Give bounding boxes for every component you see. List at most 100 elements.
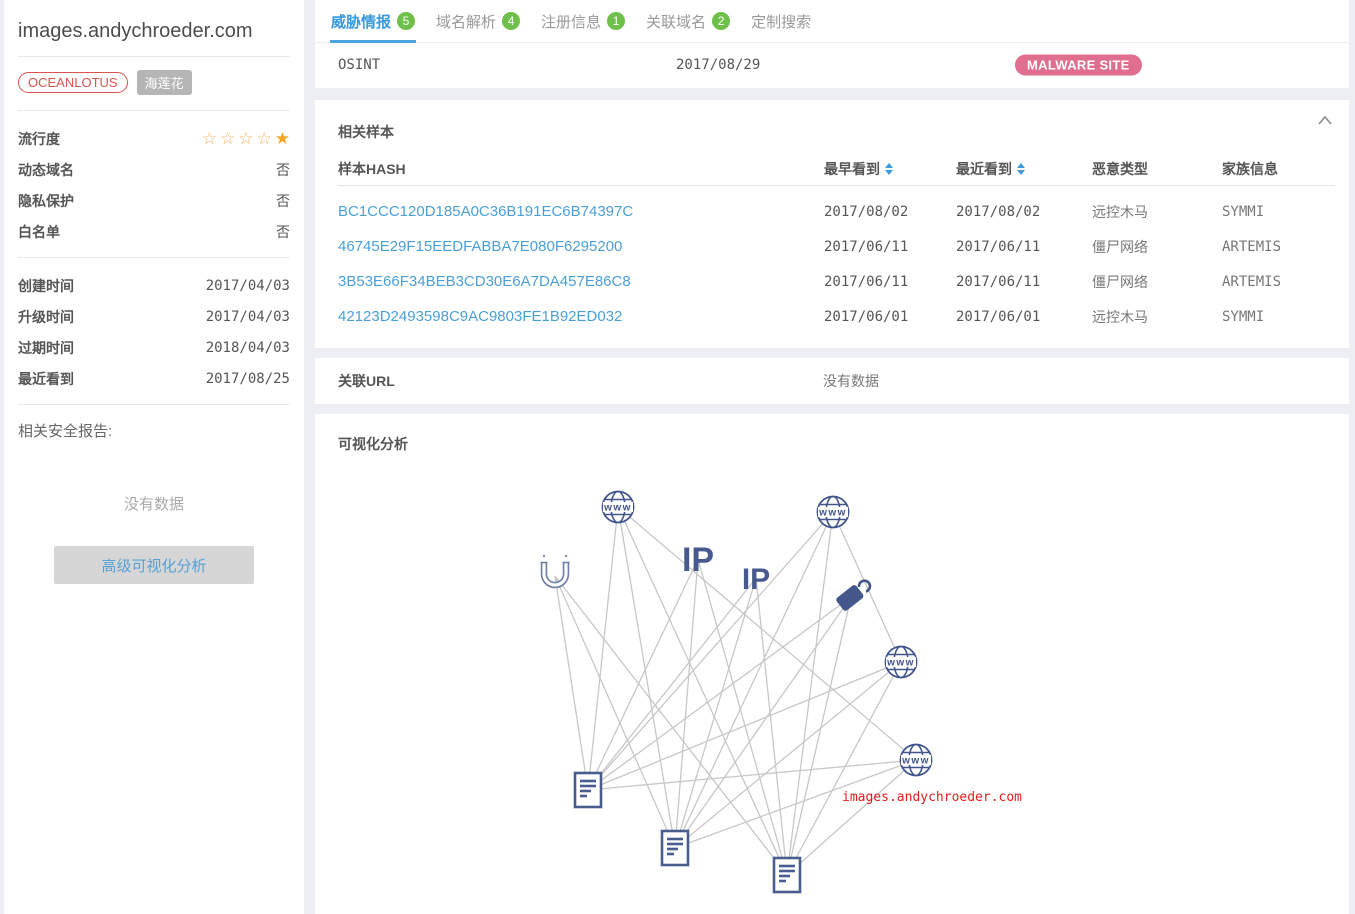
graph-node-sample-doc-icon[interactable] xyxy=(660,829,690,867)
attribute-value: 2017/08/25 xyxy=(205,370,290,387)
domain-attributes: 流行度 ☆ ☆ ☆ ☆ ★ 动态域名否隐私保护否白名单否 xyxy=(4,111,304,257)
attribute-value: 2018/04/03 xyxy=(205,339,290,356)
attribute-value: 否 xyxy=(276,161,290,178)
sidebar-attribute-row: 白名单 否 xyxy=(18,216,290,247)
graph-node-magnet-icon[interactable] xyxy=(541,555,570,585)
column-header: 恶意类型 xyxy=(1092,159,1222,179)
reports-empty-text: 没有数据 xyxy=(123,496,184,513)
attribute-value: 2017/04/03 xyxy=(205,308,290,325)
related-url-title: 关联URL xyxy=(338,373,395,389)
tab-2[interactable]: 域名解析 4 xyxy=(435,0,521,42)
attribute-value: 否 xyxy=(276,192,290,209)
graph-node-ip[interactable]: IP xyxy=(682,541,714,579)
graph-edge xyxy=(674,759,917,849)
sidebar-attribute-row: 隐私保护 否 xyxy=(18,185,290,216)
graph-edge xyxy=(587,759,917,791)
sort-up-icon xyxy=(885,162,893,168)
attribute-label: 动态域名 xyxy=(18,161,74,178)
last-seen-value: 2017/06/11 xyxy=(956,238,1041,255)
tab-4[interactable]: 关联域名 2 xyxy=(645,0,731,42)
graph-node-domain-globe-icon[interactable] xyxy=(899,743,933,777)
tab-label: 威胁情报 xyxy=(331,13,392,31)
graph-edge xyxy=(587,661,902,791)
column-header: 最近看到 xyxy=(956,159,1092,179)
graph-node-sample-doc-icon[interactable] xyxy=(573,771,603,809)
column-header: 最早看到 xyxy=(824,159,956,179)
related-url-empty-text: 没有数据 xyxy=(823,373,879,389)
graph-edge xyxy=(617,506,917,761)
samples-table-header: 样本HASH 最早看到 最近看到 恶意类型 家族信息 xyxy=(338,152,1335,186)
graph-edge xyxy=(786,511,834,876)
malware-type-value: 远控木马 xyxy=(1092,308,1148,325)
malware-type-value: 僵尸网络 xyxy=(1092,273,1148,290)
popularity-label: 流行度 xyxy=(18,130,60,147)
tab-3[interactable]: 注册信息 1 xyxy=(540,0,626,42)
attribute-label: 隐私保护 xyxy=(18,192,74,209)
sample-hash-link[interactable]: 42123D2493598C9AC9803FE1B92ED032 xyxy=(338,308,623,325)
divider xyxy=(18,110,290,111)
samples-table-body: BC1CCC120D185A0C36B191EC6B74397C 2017/08/… xyxy=(338,186,1335,334)
divider xyxy=(18,56,290,57)
graph-edge xyxy=(554,575,589,791)
relationship-graph[interactable]: www xyxy=(315,454,1349,914)
graph-node-tag-icon[interactable] xyxy=(833,579,872,614)
security-reports-label: 相关安全报告: xyxy=(18,423,113,440)
collapse-section-button[interactable] xyxy=(1315,113,1335,129)
visual-analysis-title: 可视化分析 xyxy=(338,436,408,452)
star-empty-icon: ☆ xyxy=(220,129,236,148)
attribute-label: 创建时间 xyxy=(18,277,74,294)
graph-edge xyxy=(674,511,834,849)
tab-label: 注册信息 xyxy=(541,13,602,31)
sample-hash-link[interactable]: 3B53E66F34BEB3CD30E6A7DA457E86C8 xyxy=(338,273,631,290)
sample-hash-link[interactable]: BC1CCC120D185A0C36B191EC6B74397C xyxy=(338,203,634,220)
family-value: ARTEMIS xyxy=(1222,238,1282,255)
advanced-visualization-button[interactable]: 高级可视化分析 xyxy=(54,546,254,584)
attribute-value: 2017/04/03 xyxy=(205,277,290,294)
sort-arrows-icon[interactable] xyxy=(885,162,893,175)
graph-node-domain-globe-icon[interactable] xyxy=(601,490,635,524)
table-row: 3B53E66F34BEB3CD30E6A7DA457E86C8 2017/06/… xyxy=(338,264,1335,299)
popularity-row: 流行度 ☆ ☆ ☆ ☆ ★ xyxy=(18,123,290,154)
first-seen-value: 2017/06/11 xyxy=(824,273,909,290)
domain-summary-panel: images.andychroeder.com OCEANLOTUS 海莲花 流行… xyxy=(4,0,304,914)
divider xyxy=(18,257,290,258)
graph-node-sample-doc-icon[interactable] xyxy=(772,856,802,894)
graph-edge xyxy=(587,577,757,791)
graph-node-ip[interactable]: IP xyxy=(742,563,770,596)
last-seen-value: 2017/06/11 xyxy=(956,273,1041,290)
tab-count-badge: 5 xyxy=(397,12,416,30)
popularity-rating: ☆ ☆ ☆ ☆ ★ xyxy=(202,130,290,147)
first-seen-value: 2017/08/02 xyxy=(824,203,909,220)
column-header-label: 家族信息 xyxy=(1222,160,1278,177)
tab-5[interactable]: 定制搜索 xyxy=(750,0,812,42)
graph-node-domain-globe-icon[interactable] xyxy=(816,495,850,529)
sample-hash-link[interactable]: 46745E29F15EEDFABBA7E080F6295200 xyxy=(338,238,623,255)
column-header-label: 最早看到 xyxy=(824,160,880,177)
sidebar-attribute-row: 最近看到 2017/08/25 xyxy=(18,363,290,394)
tab-label: 定制搜索 xyxy=(751,13,812,31)
samples-table: 样本HASH 最早看到 最近看到 恶意类型 家族信息 BC1CCC120D185A0C3… xyxy=(338,152,1335,334)
graph-node-domain-globe-icon[interactable] xyxy=(884,645,918,679)
sort-down-icon xyxy=(885,169,893,175)
family-value: SYMMI xyxy=(1222,308,1265,325)
family-value: ARTEMIS xyxy=(1222,273,1282,290)
tab-count-badge: 4 xyxy=(502,12,521,30)
last-seen-value: 2017/06/01 xyxy=(956,308,1041,325)
threat-tags: OCEANLOTUS 海莲花 xyxy=(4,57,304,110)
graph-domain-label: images.andychroeder.com xyxy=(842,790,1022,805)
attribute-label: 升级时间 xyxy=(18,308,74,325)
related-url-card: 关联URL 没有数据 xyxy=(315,358,1349,404)
related-samples-card: 相关样本 样本HASH 最早看到 最近看到 恶意类型 家族信息 BC1CCC120D18… xyxy=(315,100,1349,348)
tab-count-badge: 2 xyxy=(712,12,731,30)
visual-analysis-card: 可视化分析 www xyxy=(315,414,1349,914)
threat-tag: 海莲花 xyxy=(136,70,192,95)
graph-edge xyxy=(755,577,788,876)
tab-1[interactable]: 威胁情报 5 xyxy=(330,0,417,43)
star-filled-icon: ★ xyxy=(274,129,290,148)
column-header: 家族信息 xyxy=(1222,159,1335,179)
sort-arrows-icon[interactable] xyxy=(1017,162,1025,175)
first-seen-value: 2017/06/11 xyxy=(824,238,909,255)
attribute-label: 最近看到 xyxy=(18,370,74,387)
sidebar-attribute-row: 动态域名 否 xyxy=(18,154,290,185)
attribute-label: 过期时间 xyxy=(18,339,74,356)
